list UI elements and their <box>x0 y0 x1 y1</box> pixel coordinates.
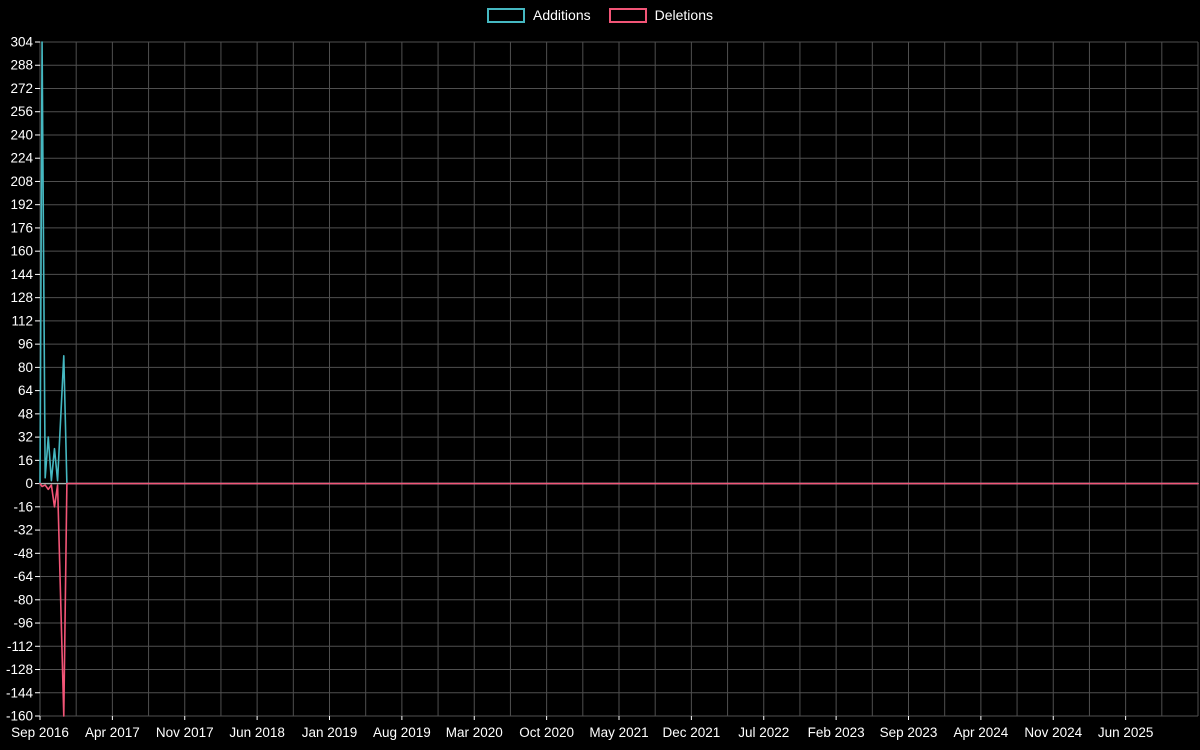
chart-legend: Additions Deletions <box>0 7 1200 23</box>
y-tick-label: 240 <box>10 127 33 142</box>
deletions-legend-label: Deletions <box>654 7 713 23</box>
x-tick-label: May 2021 <box>589 725 648 740</box>
y-tick-label: 128 <box>10 290 33 305</box>
y-tick-label: 112 <box>11 313 33 328</box>
y-tick-label: -32 <box>13 523 33 538</box>
x-tick-label: Apr 2024 <box>953 725 1008 740</box>
y-tick-label: -16 <box>13 499 33 514</box>
deletions-swatch-icon <box>608 7 647 23</box>
y-tick-label: 96 <box>18 337 33 352</box>
x-tick-label: Apr 2017 <box>85 725 140 740</box>
legend-item-deletions[interactable]: Deletions <box>608 7 713 23</box>
x-tick-label: Jan 2019 <box>302 725 358 740</box>
y-tick-label: 208 <box>10 174 33 189</box>
y-tick-label: -144 <box>6 685 34 700</box>
y-tick-label: -96 <box>13 616 33 631</box>
x-tick-label: Jul 2022 <box>738 725 789 740</box>
x-tick-label: Feb 2023 <box>808 725 865 740</box>
deletions-line[interactable] <box>39 482 1199 717</box>
y-tick-label: 192 <box>10 197 33 212</box>
y-tick-label: 256 <box>10 104 33 119</box>
y-tick-label: 64 <box>18 383 34 398</box>
x-tick-label: Sep 2023 <box>880 725 938 740</box>
y-tick-label: -64 <box>13 569 33 584</box>
x-tick-label: Jun 2025 <box>1098 725 1154 740</box>
y-tick-label: -48 <box>13 546 33 561</box>
x-tick-label: Oct 2020 <box>519 725 574 740</box>
additions-legend-label: Additions <box>533 7 591 23</box>
legend-item-additions[interactable]: Additions <box>487 7 591 23</box>
y-tick-label: 160 <box>10 244 33 259</box>
y-tick-label: 304 <box>10 35 33 50</box>
y-tick-label: 80 <box>18 360 33 375</box>
y-tick-label: 32 <box>18 430 33 445</box>
y-tick-label: -80 <box>13 592 33 607</box>
x-tick-label: Nov 2017 <box>156 725 214 740</box>
y-tick-label: 0 <box>25 476 33 491</box>
y-tick-label: -112 <box>7 639 33 654</box>
x-tick-label: Dec 2021 <box>662 725 720 740</box>
y-tick-label: 48 <box>18 406 33 421</box>
x-tick-label: Aug 2019 <box>373 725 431 740</box>
y-tick-label: 176 <box>10 220 33 235</box>
y-tick-label: 144 <box>10 267 33 282</box>
y-tick-label: 272 <box>10 81 33 96</box>
x-tick-label: Nov 2024 <box>1024 725 1082 740</box>
additions-swatch-icon <box>487 7 526 23</box>
y-tick-label: -160 <box>6 709 33 724</box>
x-tick-label: Jun 2018 <box>229 725 285 740</box>
y-tick-label: 16 <box>18 453 33 468</box>
x-tick-label: Mar 2020 <box>446 725 503 740</box>
y-tick-label: -128 <box>6 662 33 677</box>
additions-line[interactable] <box>39 41 1199 485</box>
y-tick-label: 224 <box>10 151 33 166</box>
x-tick-label: Sep 2016 <box>11 725 69 740</box>
y-tick-label: 288 <box>10 58 33 73</box>
